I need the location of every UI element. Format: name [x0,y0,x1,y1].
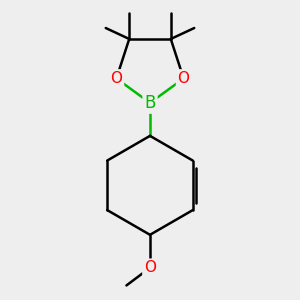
Text: O: O [144,260,156,275]
Text: O: O [110,71,122,86]
Text: B: B [144,94,156,112]
Text: O: O [178,71,190,86]
